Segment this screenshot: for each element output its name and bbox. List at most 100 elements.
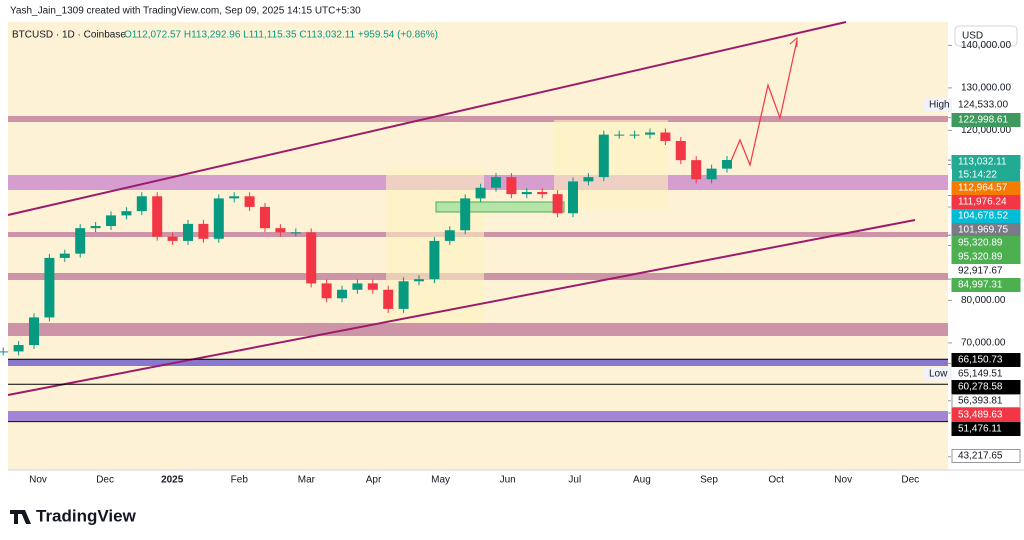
- zone: [8, 323, 948, 336]
- channel-line: [7, 219, 916, 396]
- candle-body: [722, 160, 732, 169]
- candle-body: [275, 228, 286, 233]
- candle-body: [13, 345, 24, 352]
- x-tick-label: 2025: [161, 475, 184, 486]
- candle-body: [398, 281, 409, 309]
- price-label-bg: [952, 168, 1020, 182]
- price-label-bg: [951, 113, 1021, 127]
- x-tick-label: Aug: [633, 475, 651, 486]
- price-label: 101,969.75: [958, 225, 1008, 236]
- price-label: 95,320.89: [958, 252, 1003, 263]
- candle-body: [568, 181, 578, 214]
- x-tick-label: Sep: [700, 475, 718, 486]
- candle-body: [290, 232, 301, 234]
- candle-body: [414, 279, 424, 282]
- price-label-bg: [951, 408, 1021, 422]
- x-tick-label: Dec: [901, 475, 919, 486]
- candle-body: [552, 194, 563, 214]
- price-label: 60,278.58: [958, 382, 1003, 393]
- price-label: 43,217.65: [958, 451, 1003, 462]
- x-tick-label: May: [431, 475, 450, 486]
- candle-body: [75, 228, 86, 254]
- y-tick-label: 120,000.00: [961, 125, 1011, 136]
- zone: [8, 359, 948, 366]
- price-label-caption: Low: [929, 369, 948, 380]
- candle-body: [367, 283, 378, 290]
- candle-body: [598, 134, 609, 178]
- zone: [8, 116, 948, 122]
- y-tick-label: 130,000.00: [961, 83, 1011, 94]
- brand: TradingView: [36, 506, 137, 525]
- caption-bg: [924, 98, 952, 112]
- symbol: BTCUSD · 1D · Coinbase: [12, 30, 126, 41]
- candle-body: [59, 253, 70, 258]
- x-tick-label: Apr: [366, 475, 382, 486]
- logo-icon: [10, 510, 31, 524]
- price-label: 111,976.24: [958, 197, 1007, 208]
- candle-body: [106, 215, 116, 227]
- candle-body: [152, 196, 163, 237]
- currency-box: [954, 25, 1018, 47]
- candle-body: [29, 317, 39, 346]
- price-label: 95,320.89: [958, 238, 1003, 249]
- candle-body: [0, 351, 9, 353]
- candle-body: [660, 132, 671, 142]
- candle-body: [198, 223, 209, 239]
- candle-body: [475, 187, 486, 199]
- candle-body: [136, 196, 147, 212]
- price-label-bg: [951, 250, 1021, 264]
- y-tick-label: 140,000.00: [961, 40, 1011, 51]
- candle-body: [44, 257, 55, 318]
- candle-body: [321, 283, 332, 299]
- price-label-bg: [951, 353, 1021, 367]
- x-tick-label: Nov: [834, 475, 852, 486]
- candle-body: [521, 192, 532, 195]
- candle-body: [506, 177, 517, 195]
- price-label-caption: 15:14:22: [958, 170, 997, 181]
- x-tick-label: Oct: [768, 475, 784, 486]
- x-tick-label: Nov: [29, 475, 47, 486]
- x-tick-label: Dec: [96, 475, 114, 486]
- price-label: 66,150.73: [958, 355, 1003, 366]
- candle-body: [429, 240, 440, 280]
- candle-body: [583, 177, 594, 182]
- candle-body: [337, 289, 347, 299]
- price-label-caption: High: [929, 100, 950, 111]
- price-label-bg: [951, 449, 1021, 463]
- price-label-bg: [951, 209, 1021, 223]
- range-box: [435, 201, 565, 213]
- price-label: 84,997.31: [958, 280, 1003, 291]
- candle-body: [352, 283, 363, 290]
- caption-bg: [924, 367, 952, 381]
- candle-body: [614, 134, 625, 136]
- price-label: 113,032.11: [958, 157, 1007, 168]
- price-label: 51,476.11: [958, 424, 1002, 435]
- currency: USD: [962, 31, 983, 42]
- arrow-head: [789, 36, 798, 47]
- candle-body: [645, 132, 655, 135]
- candle-body: [167, 236, 178, 241]
- zone: [8, 411, 948, 421]
- candle-body: [691, 160, 702, 180]
- price-label: 124,533.00: [958, 100, 1008, 111]
- candle-body: [306, 232, 317, 284]
- price-label-bg: [951, 278, 1021, 292]
- price-label-bg: [951, 422, 1021, 436]
- projection-arrow: [727, 39, 798, 169]
- price-label-bg: [951, 181, 1021, 195]
- candle-body: [460, 198, 471, 231]
- candle-body: [629, 134, 640, 136]
- candle-body: [706, 168, 717, 180]
- price-label: 65,149.51: [958, 369, 1003, 380]
- candle-body: [260, 206, 270, 229]
- price-label: 56,393.81: [958, 396, 1003, 407]
- x-tick-label: Jun: [500, 475, 516, 486]
- candle-body: [537, 192, 548, 195]
- price-label-bg: [951, 236, 1021, 250]
- price-label-bg: [951, 394, 1021, 408]
- price-label: 104,678.52: [958, 211, 1008, 222]
- channel-line: [7, 21, 847, 216]
- x-tick-label: Mar: [298, 475, 316, 486]
- candle-body: [90, 226, 101, 229]
